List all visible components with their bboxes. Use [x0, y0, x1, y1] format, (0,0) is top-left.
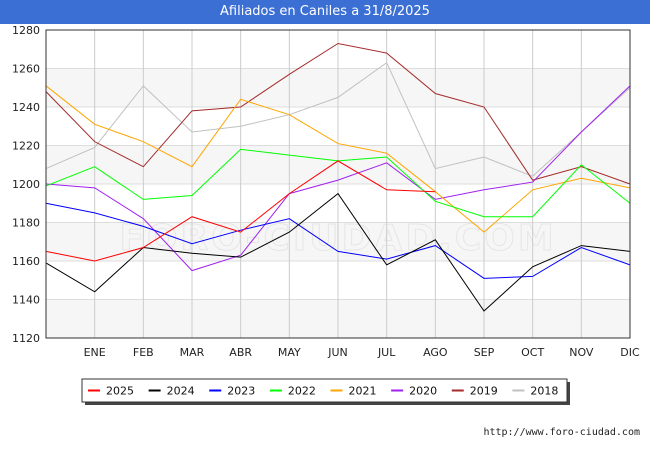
legend-label-2023: 2023 [227, 385, 255, 398]
legend-box [81, 378, 568, 403]
x-tick-label: MAR [180, 346, 205, 359]
y-tick-label: 1240 [12, 101, 40, 114]
watermark: FORO-CIUDAD.COM [119, 218, 556, 259]
x-tick-label: DIC [620, 346, 640, 359]
legend-label-2024: 2024 [167, 385, 195, 398]
legend-label-2019: 2019 [470, 385, 498, 398]
legend-label-2020: 2020 [409, 385, 437, 398]
series-line-2020 [45, 85, 631, 272]
x-tick-label: JUN [327, 346, 348, 359]
y-tick-label: 1180 [12, 217, 40, 230]
x-tick-label: ABR [229, 346, 252, 359]
x-tick-label: FEB [133, 346, 154, 359]
x-tick-label: AGO [423, 346, 448, 359]
y-tick-label: 1160 [12, 255, 40, 268]
x-tick-label: SEP [474, 346, 495, 359]
series-line-2018 [45, 61, 631, 177]
series-line-2025 [45, 160, 436, 262]
plot-frame [45, 29, 631, 339]
source-url: http://www.foro-ciudad.com [483, 427, 640, 438]
x-tick-label: ENE [84, 346, 106, 359]
x-tick-label: NOV [569, 346, 594, 359]
y-tick-label: 1260 [12, 63, 40, 76]
series-line-2021 [45, 85, 631, 233]
y-tick-label: 1120 [12, 332, 40, 345]
y-tick-label: 1280 [12, 24, 40, 37]
series-line-2023 [45, 202, 631, 279]
chart-title: Afiliados en Caniles a 31/8/2025 [0, 0, 650, 24]
y-tick-label: 1220 [12, 140, 40, 153]
x-tick-label: OCT [521, 346, 544, 359]
legend-label-2025: 2025 [106, 385, 134, 398]
x-tick-label: MAY [278, 346, 301, 359]
series-line-2019 [45, 42, 631, 185]
y-tick-label: 1200 [12, 178, 40, 191]
legend-label-2022: 2022 [288, 385, 316, 398]
y-tick-label: 1140 [12, 294, 40, 307]
legend-label-2018: 2018 [530, 385, 558, 398]
legend-label-2021: 2021 [349, 385, 377, 398]
x-tick-label: JUL [377, 346, 396, 359]
